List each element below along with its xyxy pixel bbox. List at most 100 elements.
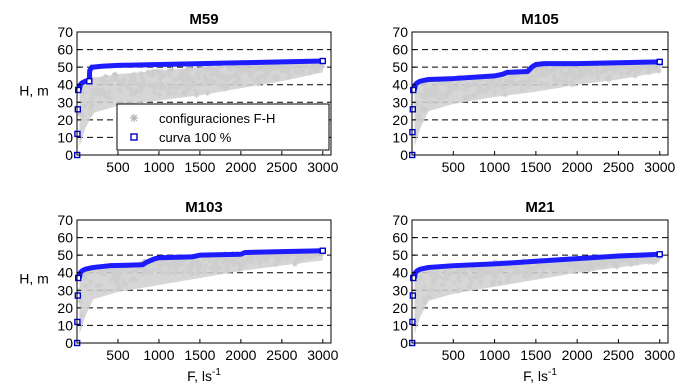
plot-frame xyxy=(76,219,332,344)
curve-marker xyxy=(75,274,82,282)
y-tick-label: 30 xyxy=(392,282,408,298)
x-tick-label: 2000 xyxy=(225,159,256,175)
y-tick-label: 60 xyxy=(57,230,73,246)
curve-marker xyxy=(86,77,93,85)
curve-100-line xyxy=(76,248,323,279)
y-tick-label: 20 xyxy=(57,300,73,316)
y-tick-label: 40 xyxy=(392,77,408,93)
y-tick-label: 10 xyxy=(57,317,73,333)
x-tick-label: 3000 xyxy=(644,159,675,175)
x-tick-label: 2500 xyxy=(266,347,297,363)
legend-asterisk-icon xyxy=(130,114,138,122)
x-tick-label: 1500 xyxy=(184,347,215,363)
y-tick-label: 40 xyxy=(392,265,408,281)
y-tick-label: 70 xyxy=(57,212,73,228)
y-tick-label: 60 xyxy=(392,42,408,58)
x-tick-label: 3000 xyxy=(307,347,338,363)
curve-marker xyxy=(656,251,663,258)
y-tick-label: 50 xyxy=(57,247,73,263)
panel-title: M105 xyxy=(521,11,559,28)
y-tick-label: 40 xyxy=(57,77,73,93)
x-tick-label: 1500 xyxy=(520,347,551,363)
y-tick-label: 70 xyxy=(392,212,408,228)
y-tick-label: 0 xyxy=(400,335,408,351)
legend-entry-curva: curva 100 % xyxy=(159,130,232,145)
y-tick-label: 50 xyxy=(392,247,408,263)
panel-title: M103 xyxy=(185,199,223,216)
y-tick-label: 60 xyxy=(392,230,408,246)
x-tick-label: 500 xyxy=(442,159,466,175)
y-tick-label: 0 xyxy=(65,335,73,351)
x-tick-label: 3000 xyxy=(307,159,338,175)
curve-marker xyxy=(409,292,417,299)
curve-100-line xyxy=(76,58,323,91)
y-tick-label: 50 xyxy=(392,59,408,75)
curve-marker xyxy=(409,106,417,113)
y-tick-label: 10 xyxy=(392,317,408,333)
y-tick-label: 30 xyxy=(57,94,73,110)
legend: configuraciones F-H curva 100 % xyxy=(116,103,330,151)
x-tick-label: 2000 xyxy=(562,347,593,363)
curve-marker xyxy=(74,292,82,299)
curve-marker xyxy=(319,57,327,65)
curve-100-line xyxy=(412,251,660,279)
y-tick-label: 10 xyxy=(392,129,408,145)
curve-marker xyxy=(74,106,82,113)
x-tick-label: 500 xyxy=(442,347,466,363)
legend-box xyxy=(116,103,330,151)
curve-marker xyxy=(410,86,417,94)
scatter-cloud xyxy=(413,59,663,147)
y-tick-label: 20 xyxy=(392,112,408,128)
x-axis-label: F, ls-1 xyxy=(187,367,221,384)
scatter-envelope xyxy=(79,251,323,335)
y-tick-label: 0 xyxy=(400,147,408,163)
x-tick-label: 1000 xyxy=(143,347,174,363)
x-tick-label: 1000 xyxy=(479,159,510,175)
x-tick-label: 2500 xyxy=(603,347,634,363)
plot-frame xyxy=(411,219,669,344)
y-tick-label: 60 xyxy=(57,42,73,58)
legend-square-icon xyxy=(130,133,138,141)
y-tick-label: 70 xyxy=(57,24,73,40)
x-tick-label: 2000 xyxy=(225,347,256,363)
x-tick-label: 500 xyxy=(106,159,130,175)
panel-title: M21 xyxy=(525,199,554,216)
scatter-envelope xyxy=(414,255,660,335)
plot-frame xyxy=(411,31,669,156)
x-tick-label: 500 xyxy=(106,347,130,363)
x-tick-label: 2000 xyxy=(562,159,593,175)
curve-100-line xyxy=(412,59,660,91)
curve-marker xyxy=(75,86,82,94)
x-tick-label: 1500 xyxy=(184,159,215,175)
curve-marker xyxy=(656,58,663,66)
scatter-cloud xyxy=(76,59,326,147)
y-tick-label: 70 xyxy=(392,24,408,40)
y-axis-label: H, m xyxy=(19,271,49,287)
y-tick-label: 20 xyxy=(57,112,73,128)
x-tick-label: 2500 xyxy=(603,159,634,175)
y-tick-label: 30 xyxy=(57,282,73,298)
curve-marker xyxy=(319,247,327,254)
y-tick-label: 20 xyxy=(392,300,408,316)
panel-title: M59 xyxy=(189,11,218,28)
scatter-cloud xyxy=(76,248,326,335)
plot-frame xyxy=(76,31,332,156)
x-axis-label: F, ls-1 xyxy=(523,367,557,384)
y-tick-label: 30 xyxy=(392,94,408,110)
x-tick-label: 3000 xyxy=(644,347,675,363)
x-tick-label: 1000 xyxy=(143,159,174,175)
scatter-envelope xyxy=(414,61,660,147)
y-tick-label: 40 xyxy=(57,265,73,281)
y-axis-label: H, m xyxy=(19,83,49,99)
curve-marker xyxy=(410,274,417,282)
x-tick-label: 1000 xyxy=(479,347,510,363)
y-tick-label: 50 xyxy=(57,59,73,75)
x-tick-label: 1500 xyxy=(520,159,551,175)
y-tick-label: 0 xyxy=(65,147,73,163)
legend-entry-configuraciones: configuraciones F-H xyxy=(159,111,275,126)
